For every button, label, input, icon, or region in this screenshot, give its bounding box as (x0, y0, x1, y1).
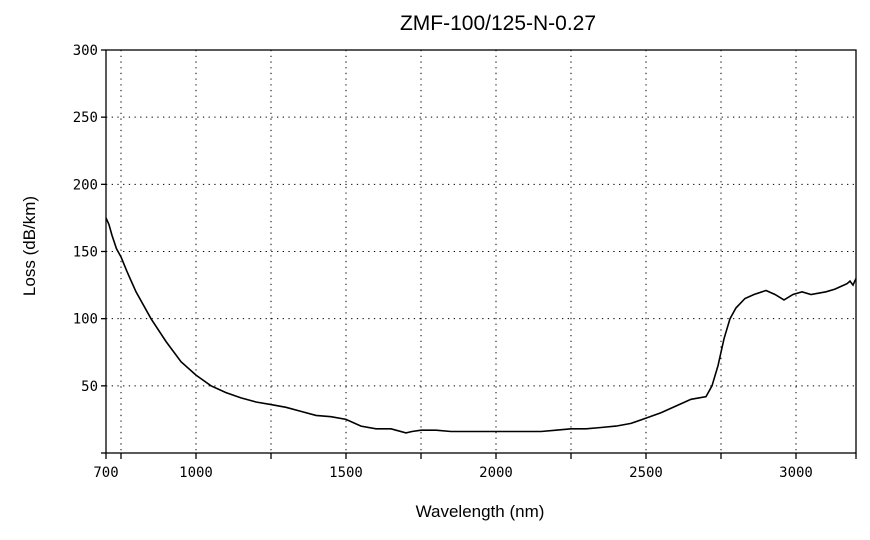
y-axis-label: Loss (dB/km) (20, 196, 39, 296)
x-axis: 700 1000 1500 2000 2500 3000 (93, 453, 857, 481)
x-tick-label: 3000 (779, 465, 813, 481)
y-tick-label: 100 (73, 312, 98, 328)
y-tick-label: 50 (81, 379, 98, 395)
y-tick-label: 150 (73, 245, 98, 261)
series-line-loss (105, 217, 857, 434)
x-axis-label: Wavelength (nm) (416, 502, 545, 521)
x-tick-label: 2000 (479, 465, 513, 481)
x-tick-label: 2500 (629, 465, 663, 481)
y-tick-label: 300 (73, 43, 98, 59)
y-tick-label: 250 (73, 110, 98, 126)
x-tick-label: 700 (93, 465, 118, 481)
x-tick-label: 1500 (329, 465, 363, 481)
x-tick-label: 1000 (179, 465, 213, 481)
y-tick-label: 200 (73, 177, 98, 193)
chart-title: ZMF-100/125-N-0.27 (400, 12, 596, 35)
y-axis: 50 100 150 200 250 300 (73, 43, 106, 454)
